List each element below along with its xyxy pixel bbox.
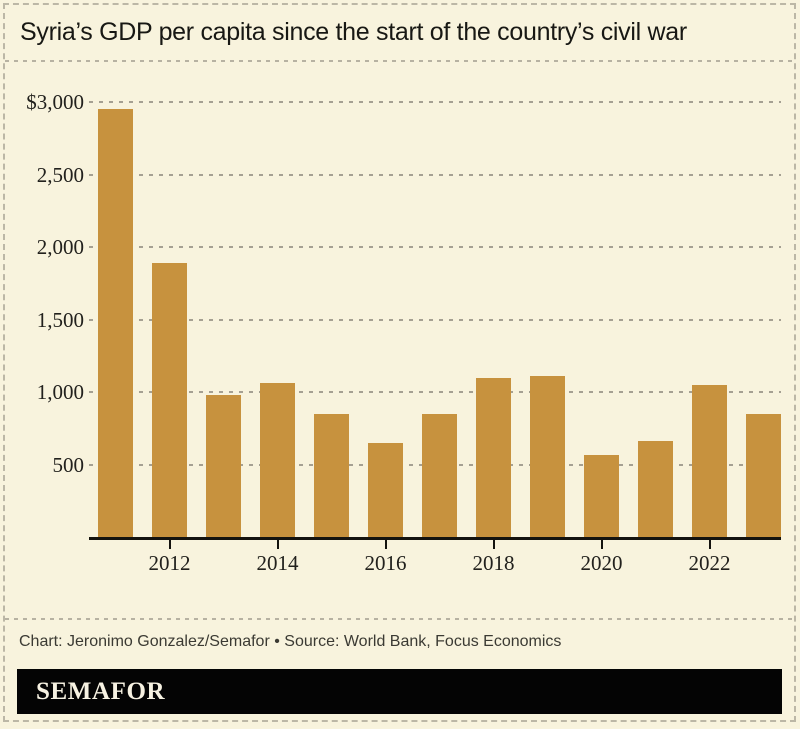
bar-2023: [746, 414, 781, 537]
y-axis-label-2500: 2,500: [36, 162, 84, 187]
credit-row: Chart: Jeronimo Gonzalez/Semafor • Sourc…: [5, 620, 794, 669]
x-axis-label-2016: 2016: [364, 551, 407, 575]
bar-2016: [368, 442, 403, 537]
x-axis-label-2020: 2020: [580, 551, 623, 575]
x-axis-label-2022: 2022: [688, 551, 731, 575]
x-axis-line: [89, 537, 781, 540]
title-divider: [5, 60, 794, 62]
bar-2017: [422, 413, 457, 537]
bar-2014: [260, 383, 295, 537]
chart-title: Syria’s GDP per capita since the start o…: [20, 18, 687, 46]
bar-2013: [206, 394, 241, 537]
gridline-2500: [89, 173, 781, 176]
bar-2021: [638, 441, 673, 537]
bar-2012: [152, 262, 187, 537]
footer-divider: [5, 618, 794, 620]
x-axis-label-2018: 2018: [472, 551, 515, 575]
gridline-3000: [89, 101, 781, 103]
semafor-logo-bar: SEMAFOR: [17, 669, 782, 714]
bar-2018: [476, 377, 511, 537]
x-axis-tick-2018: [492, 539, 495, 549]
gridline-1000: [89, 391, 781, 393]
bar-2011: [98, 109, 133, 537]
chart-header: Syria’s GDP per capita since the start o…: [5, 5, 794, 47]
x-axis-label-2012: 2012: [148, 551, 191, 575]
bar-2015: [314, 414, 349, 537]
x-axis-tick-2016: [384, 539, 387, 549]
bar-2019: [530, 376, 565, 537]
x-axis-tick-2022: [708, 539, 711, 549]
bar-2022: [692, 384, 727, 537]
y-axis-label-1000: 1,000: [36, 380, 84, 404]
semafor-logotype: SEMAFOR: [36, 677, 166, 705]
chart-card: Syria’s GDP per capita since the start o…: [3, 3, 796, 722]
gridline-2000: [89, 246, 781, 248]
x-axis-tick-2020: [600, 539, 603, 549]
x-axis-tick-2014: [276, 539, 279, 549]
y-axis-label-3000: $3,000: [26, 90, 84, 114]
chart-credit: Chart: Jeronimo Gonzalez/Semafor • Sourc…: [19, 633, 562, 650]
bar-2020: [584, 455, 619, 537]
y-axis-label-1500: 1,500: [36, 307, 84, 332]
bar-chart-plot: $3,000 2,500 2,000 1,500 1,000 500 2012 2014 201…: [5, 62, 794, 618]
x-axis-tick-2012: [168, 539, 171, 549]
x-axis-label-2014: 2014: [256, 551, 299, 575]
gridline-1500: [89, 318, 781, 321]
y-axis-label-500: 500: [52, 452, 85, 477]
y-axis-label-2000: 2,000: [36, 235, 84, 259]
